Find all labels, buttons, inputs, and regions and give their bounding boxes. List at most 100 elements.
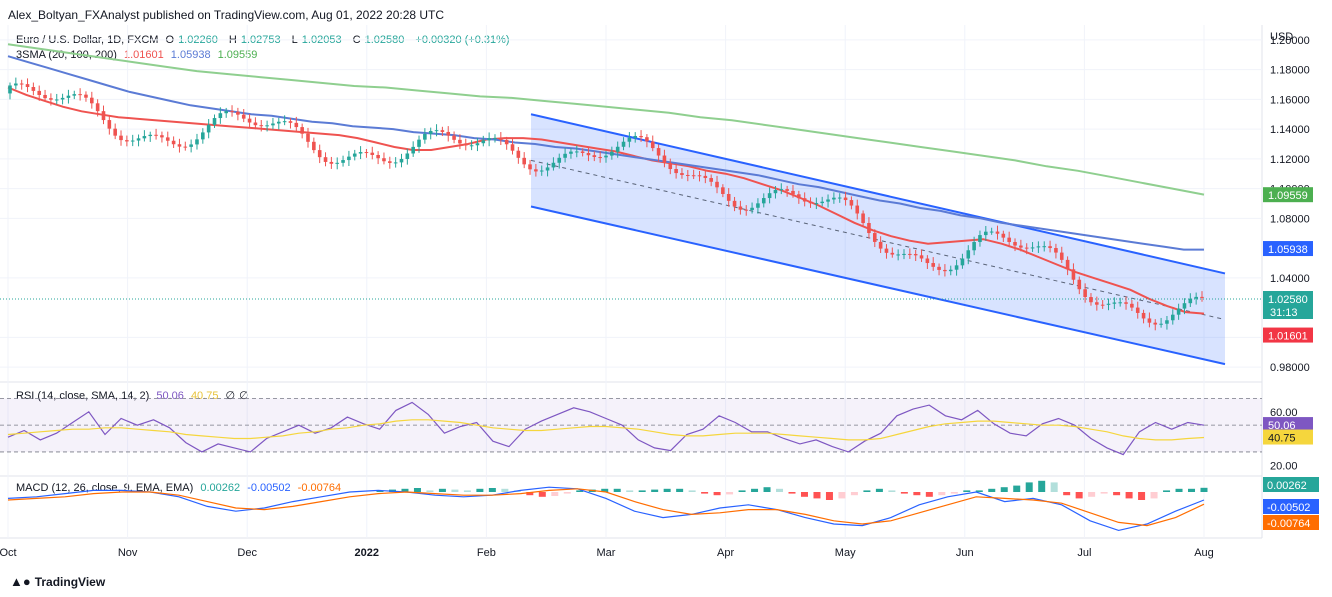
candle-body: [761, 198, 766, 204]
macd-histogram-bar: [701, 492, 709, 494]
candle-body: [948, 269, 953, 272]
tradingview-logo-text: TradingView: [34, 575, 106, 589]
tradingview-logo-icon: ▲●: [10, 574, 31, 589]
candle-body: [954, 265, 959, 270]
candle-body: [1095, 302, 1099, 305]
candle-body: [1019, 245, 1023, 248]
macd-histogram-bar: [401, 488, 409, 492]
candle-body: [95, 103, 100, 112]
candle-body: [288, 121, 293, 123]
time-tick-label: Feb: [477, 547, 496, 559]
candle-body: [165, 137, 170, 141]
price-axis[interactable]: 1.200001.180001.160001.140001.120001.100…: [1263, 31, 1319, 530]
candle-body: [516, 150, 521, 158]
macd-histogram-bar: [476, 488, 484, 492]
macd-histogram-bar: [1038, 480, 1046, 492]
macd-histogram-bar: [1163, 490, 1171, 492]
candle-body: [160, 135, 164, 138]
candle-body: [434, 130, 439, 132]
price-tick-label: 1.12000: [1270, 154, 1310, 166]
tradingview-logo[interactable]: ▲● TradingView: [10, 574, 105, 589]
candle-body: [19, 83, 24, 85]
candle-body: [1165, 320, 1169, 324]
candle-body: [300, 127, 304, 134]
candle-body: [1054, 248, 1058, 253]
macd-signal-line: [7, 488, 1205, 527]
candle-body: [113, 128, 117, 136]
candle-body: [522, 157, 526, 165]
macd-histogram-bar: [1063, 492, 1071, 496]
candle-body: [680, 173, 684, 175]
macd-histogram-bar: [950, 492, 958, 494]
candle-body: [101, 111, 106, 121]
macd-histogram-bar: [738, 490, 746, 492]
rsi-sma-value-text: 40.75: [1268, 433, 1296, 445]
settings-off-icon[interactable]: ∅: [239, 390, 249, 402]
candle-body: [393, 162, 398, 164]
candle-body: [370, 152, 375, 155]
rsi-tick-label: 60.00: [1270, 407, 1298, 419]
candle-body: [1065, 259, 1070, 270]
candle-body: [510, 144, 515, 151]
candle-body: [60, 97, 65, 100]
channel-mid-line: [530, 159, 1226, 321]
candle-body: [715, 181, 719, 188]
candle-body: [1112, 302, 1117, 304]
sma200-price-label-text: 1.09559: [1268, 190, 1308, 202]
time-tick-label: May: [835, 547, 856, 559]
macd-signal-box: [1263, 515, 1319, 530]
candle-body: [458, 139, 462, 144]
time-tick-label: Mar: [597, 547, 616, 559]
candle-body: [189, 144, 193, 147]
time-tick-label: Aug: [1194, 547, 1214, 559]
macd-histogram-bar: [626, 490, 634, 492]
time-tick-label: Dec: [237, 547, 257, 559]
sma100-price-label-text: 1.05938: [1268, 244, 1308, 256]
time-axis[interactable]: Oct Nov Dec 2022 Feb Mar Apr May Jun Jul Aug: [0, 547, 1214, 559]
candle-body: [721, 187, 725, 194]
candle-body: [867, 223, 871, 234]
price-tick-label: 1.16000: [1270, 94, 1310, 106]
candle-body: [282, 121, 287, 123]
candle-body: [154, 134, 158, 136]
sma20-value: 1.01601: [123, 49, 164, 61]
candle-body: [767, 193, 772, 199]
candle-body: [808, 201, 813, 204]
candle-body: [14, 83, 18, 86]
candle-body: [709, 178, 713, 182]
candle-body: [90, 97, 94, 104]
candle-body: [1118, 302, 1122, 304]
candle-body: [645, 137, 649, 142]
candle-body: [908, 253, 912, 255]
candle-body: [890, 252, 895, 255]
candle-body: [984, 231, 988, 236]
macd-histogram-bar: [776, 488, 784, 492]
candle-body: [341, 160, 345, 163]
candle-body: [598, 157, 602, 159]
candle-body: [224, 111, 228, 114]
candle-body: [872, 233, 877, 242]
candle-body: [843, 197, 848, 201]
candle-body: [107, 120, 112, 129]
macd-histogram-bar: [913, 492, 921, 496]
candle-body: [358, 152, 363, 154]
time-tick-label: Nov: [118, 547, 138, 559]
macd-histogram-bar: [1100, 492, 1108, 494]
candle-body: [306, 133, 310, 142]
price-tick-label: 1.20000: [1270, 35, 1310, 47]
candle-body: [493, 137, 497, 139]
time-tick-label: Oct: [0, 547, 17, 559]
candle-body: [265, 125, 269, 127]
macd-histogram-bar: [726, 492, 734, 495]
candle-body: [399, 158, 404, 163]
macd-value: -0.00502: [247, 482, 291, 494]
eye-off-icon[interactable]: ∅: [225, 390, 236, 402]
candle-body: [212, 118, 217, 125]
candle-body: [25, 84, 30, 88]
macd-histogram-bar: [688, 490, 696, 492]
candle-body: [236, 111, 240, 115]
time-tick-label: Jun: [956, 547, 974, 559]
candle-body: [54, 99, 59, 101]
candle-body: [1077, 279, 1082, 290]
